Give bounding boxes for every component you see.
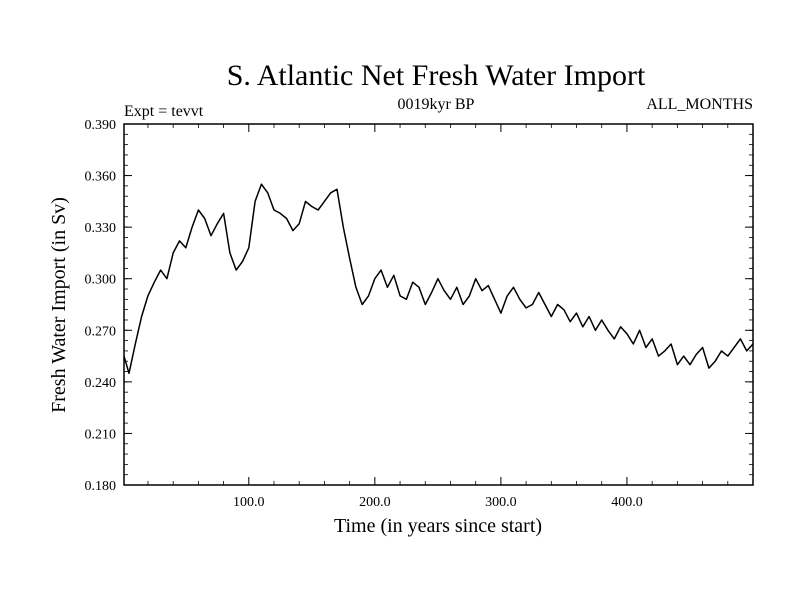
y-tick-label: 0.240	[85, 376, 117, 391]
x-axis-label: Time (in years since start)	[334, 515, 542, 537]
y-tick-label: 0.390	[85, 118, 117, 133]
y-tick-label: 0.180	[85, 479, 117, 494]
y-axis-label: Fresh Water Import (in Sv)	[48, 197, 70, 413]
x-axis: 100.0 200.0 300.0 400.0	[147, 124, 729, 510]
period-label: 0019kyr BP	[398, 96, 475, 113]
x-tick-label: 300.0	[485, 495, 517, 510]
y-tick-label: 0.270	[85, 324, 117, 339]
y-tick-label: 0.210	[85, 427, 117, 442]
series-line	[123, 183, 754, 375]
x-tick-label: 400.0	[611, 495, 643, 510]
months-label: ALL_MONTHS	[646, 96, 753, 113]
y-axis: 0.180 0.210 0.240 0.270 0.300 0.330 0.360 0.390	[85, 118, 753, 494]
chart-title: S. Atlantic Net Fresh Water Import	[227, 59, 646, 92]
x-tick-label: 200.0	[359, 495, 391, 510]
y-tick-label: 0.300	[85, 273, 117, 288]
x-tick-label: 100.0	[233, 495, 265, 510]
experiment-label: Expt = tevvt	[124, 103, 204, 120]
y-tick-label: 0.330	[85, 221, 117, 236]
y-tick-label: 0.360	[85, 170, 117, 185]
plot-frame	[123, 123, 754, 486]
